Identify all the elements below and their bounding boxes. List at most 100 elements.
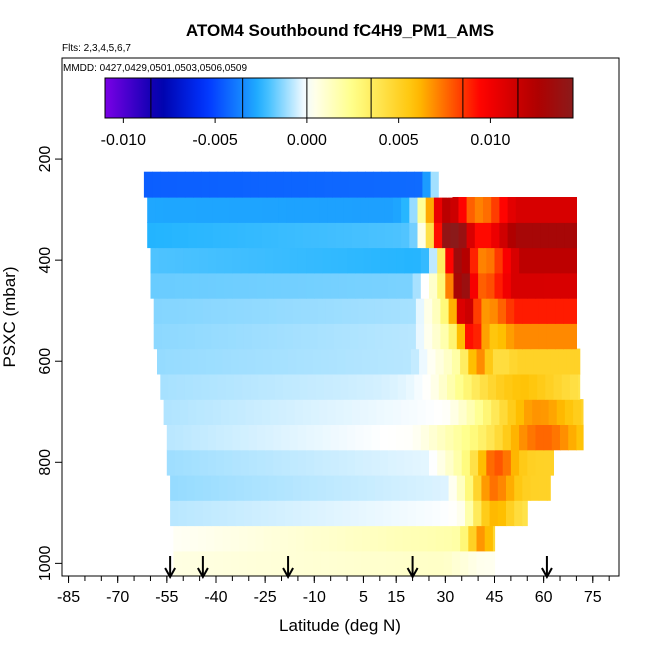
heatmap-cell: [196, 197, 206, 223]
heatmap-cell: [147, 222, 156, 249]
heatmap-cell: [456, 323, 466, 350]
heatmap-cell: [245, 222, 255, 249]
heatmap-cell: [232, 247, 242, 274]
heatmap-cell: [451, 525, 461, 552]
heatmap-cell: [361, 348, 371, 375]
heatmap-cell: [325, 474, 335, 501]
heatmap-cell: [161, 323, 171, 350]
heatmap-cell: [193, 373, 202, 400]
heatmap-cell: [432, 298, 441, 324]
heatmap-cell: [527, 247, 537, 274]
heatmap-cell: [491, 197, 500, 223]
heatmap-cell: [268, 500, 278, 527]
heatmap-cell: [415, 500, 425, 527]
heatmap-cell: [456, 298, 466, 324]
heatmap-cell: [456, 474, 466, 501]
heatmap-cell: [530, 298, 540, 324]
heatmap-cell: [365, 171, 374, 198]
heatmap-cell: [240, 272, 250, 299]
heatmap-cell: [188, 399, 197, 425]
heatmap-cell: [222, 550, 232, 577]
heatmap-cell: [333, 298, 343, 324]
heatmap-cell: [425, 197, 435, 223]
heatmap-cell: [284, 474, 294, 501]
heatmap-cell: [178, 323, 188, 350]
heatmap-cell: [180, 399, 189, 425]
heatmap-cell: [494, 247, 504, 274]
heatmap-cell: [247, 525, 256, 552]
heatmap-cell: [183, 272, 192, 299]
x-tick-label: 30: [436, 589, 454, 606]
heatmap-cell: [309, 474, 319, 501]
heatmap-cell: [361, 525, 371, 552]
heatmap-cell: [206, 525, 215, 552]
heatmap-cell: [396, 424, 405, 451]
heatmap-cell: [352, 399, 361, 425]
heatmap-cell: [546, 323, 556, 350]
heatmap-cell: [352, 197, 361, 223]
heatmap-cell: [235, 500, 245, 527]
heatmap-cell: [322, 247, 332, 274]
heatmap-cell: [307, 373, 317, 400]
heatmap-cell: [440, 500, 450, 527]
heatmap-cell: [296, 525, 306, 552]
heatmap-cell: [548, 399, 558, 425]
heatmap-cell: [216, 247, 225, 274]
heatmap-cell: [317, 500, 327, 527]
heatmap-cell: [253, 222, 263, 249]
heatmap-cell: [381, 373, 391, 400]
heatmap-cell: [396, 272, 405, 299]
heatmap-cell: [370, 550, 379, 577]
heatmap-cell: [478, 247, 487, 274]
heatmap-cell: [499, 197, 509, 223]
heatmap-cell: [183, 424, 192, 451]
heatmap-cell: [568, 424, 577, 451]
heatmap-cell: [312, 348, 322, 375]
heatmap-cell: [353, 525, 363, 552]
heatmap-cell: [392, 399, 402, 425]
heatmap-cell: [358, 500, 368, 527]
heatmap-cell: [234, 171, 243, 198]
heatmap-cell: [307, 171, 317, 198]
heatmap-cell: [220, 222, 230, 249]
heatmap-cell: [564, 222, 574, 249]
heatmap-cell: [368, 399, 378, 425]
heatmap-cell: [191, 272, 201, 299]
heatmap-cell: [342, 323, 351, 350]
heatmap-cell: [381, 171, 391, 198]
heatmap-cell: [366, 323, 376, 350]
heatmap-cell: [184, 171, 194, 198]
heatmap-cell: [211, 323, 220, 350]
heatmap-cell: [266, 373, 276, 400]
heatmap-cell: [442, 399, 451, 425]
heatmap-cell: [355, 272, 364, 299]
heatmap-cell: [294, 399, 304, 425]
heatmap-cell: [532, 197, 541, 223]
heatmap-cell: [263, 348, 273, 375]
heatmap-cell: [309, 298, 319, 324]
heatmap-cell: [555, 323, 564, 350]
heatmap-cell: [507, 222, 517, 249]
heatmap-cell: [360, 222, 369, 249]
heatmap-cell: [345, 348, 355, 375]
heatmap-cell: [294, 222, 304, 249]
heatmap-cell: [515, 197, 525, 223]
heatmap-cell: [573, 197, 577, 223]
heatmap-cell: [353, 550, 363, 577]
heatmap-cell: [212, 399, 222, 425]
heatmap-cell: [284, 500, 294, 527]
heatmap-cell: [510, 424, 520, 451]
heatmap-cell: [525, 348, 535, 375]
heatmap-cell: [383, 298, 392, 324]
heatmap-cell: [302, 399, 312, 425]
heatmap-cell: [512, 373, 522, 400]
heatmap-cell: [538, 323, 548, 350]
heatmap-cell: [419, 550, 428, 577]
heatmap-cell: [486, 247, 496, 274]
heatmap-cell: [333, 474, 343, 501]
heatmap-cell: [540, 222, 550, 249]
heatmap-cell: [302, 197, 312, 223]
heatmap-cell: [175, 247, 184, 274]
heatmap-cell: [453, 424, 463, 451]
heatmap-cell: [202, 298, 212, 324]
